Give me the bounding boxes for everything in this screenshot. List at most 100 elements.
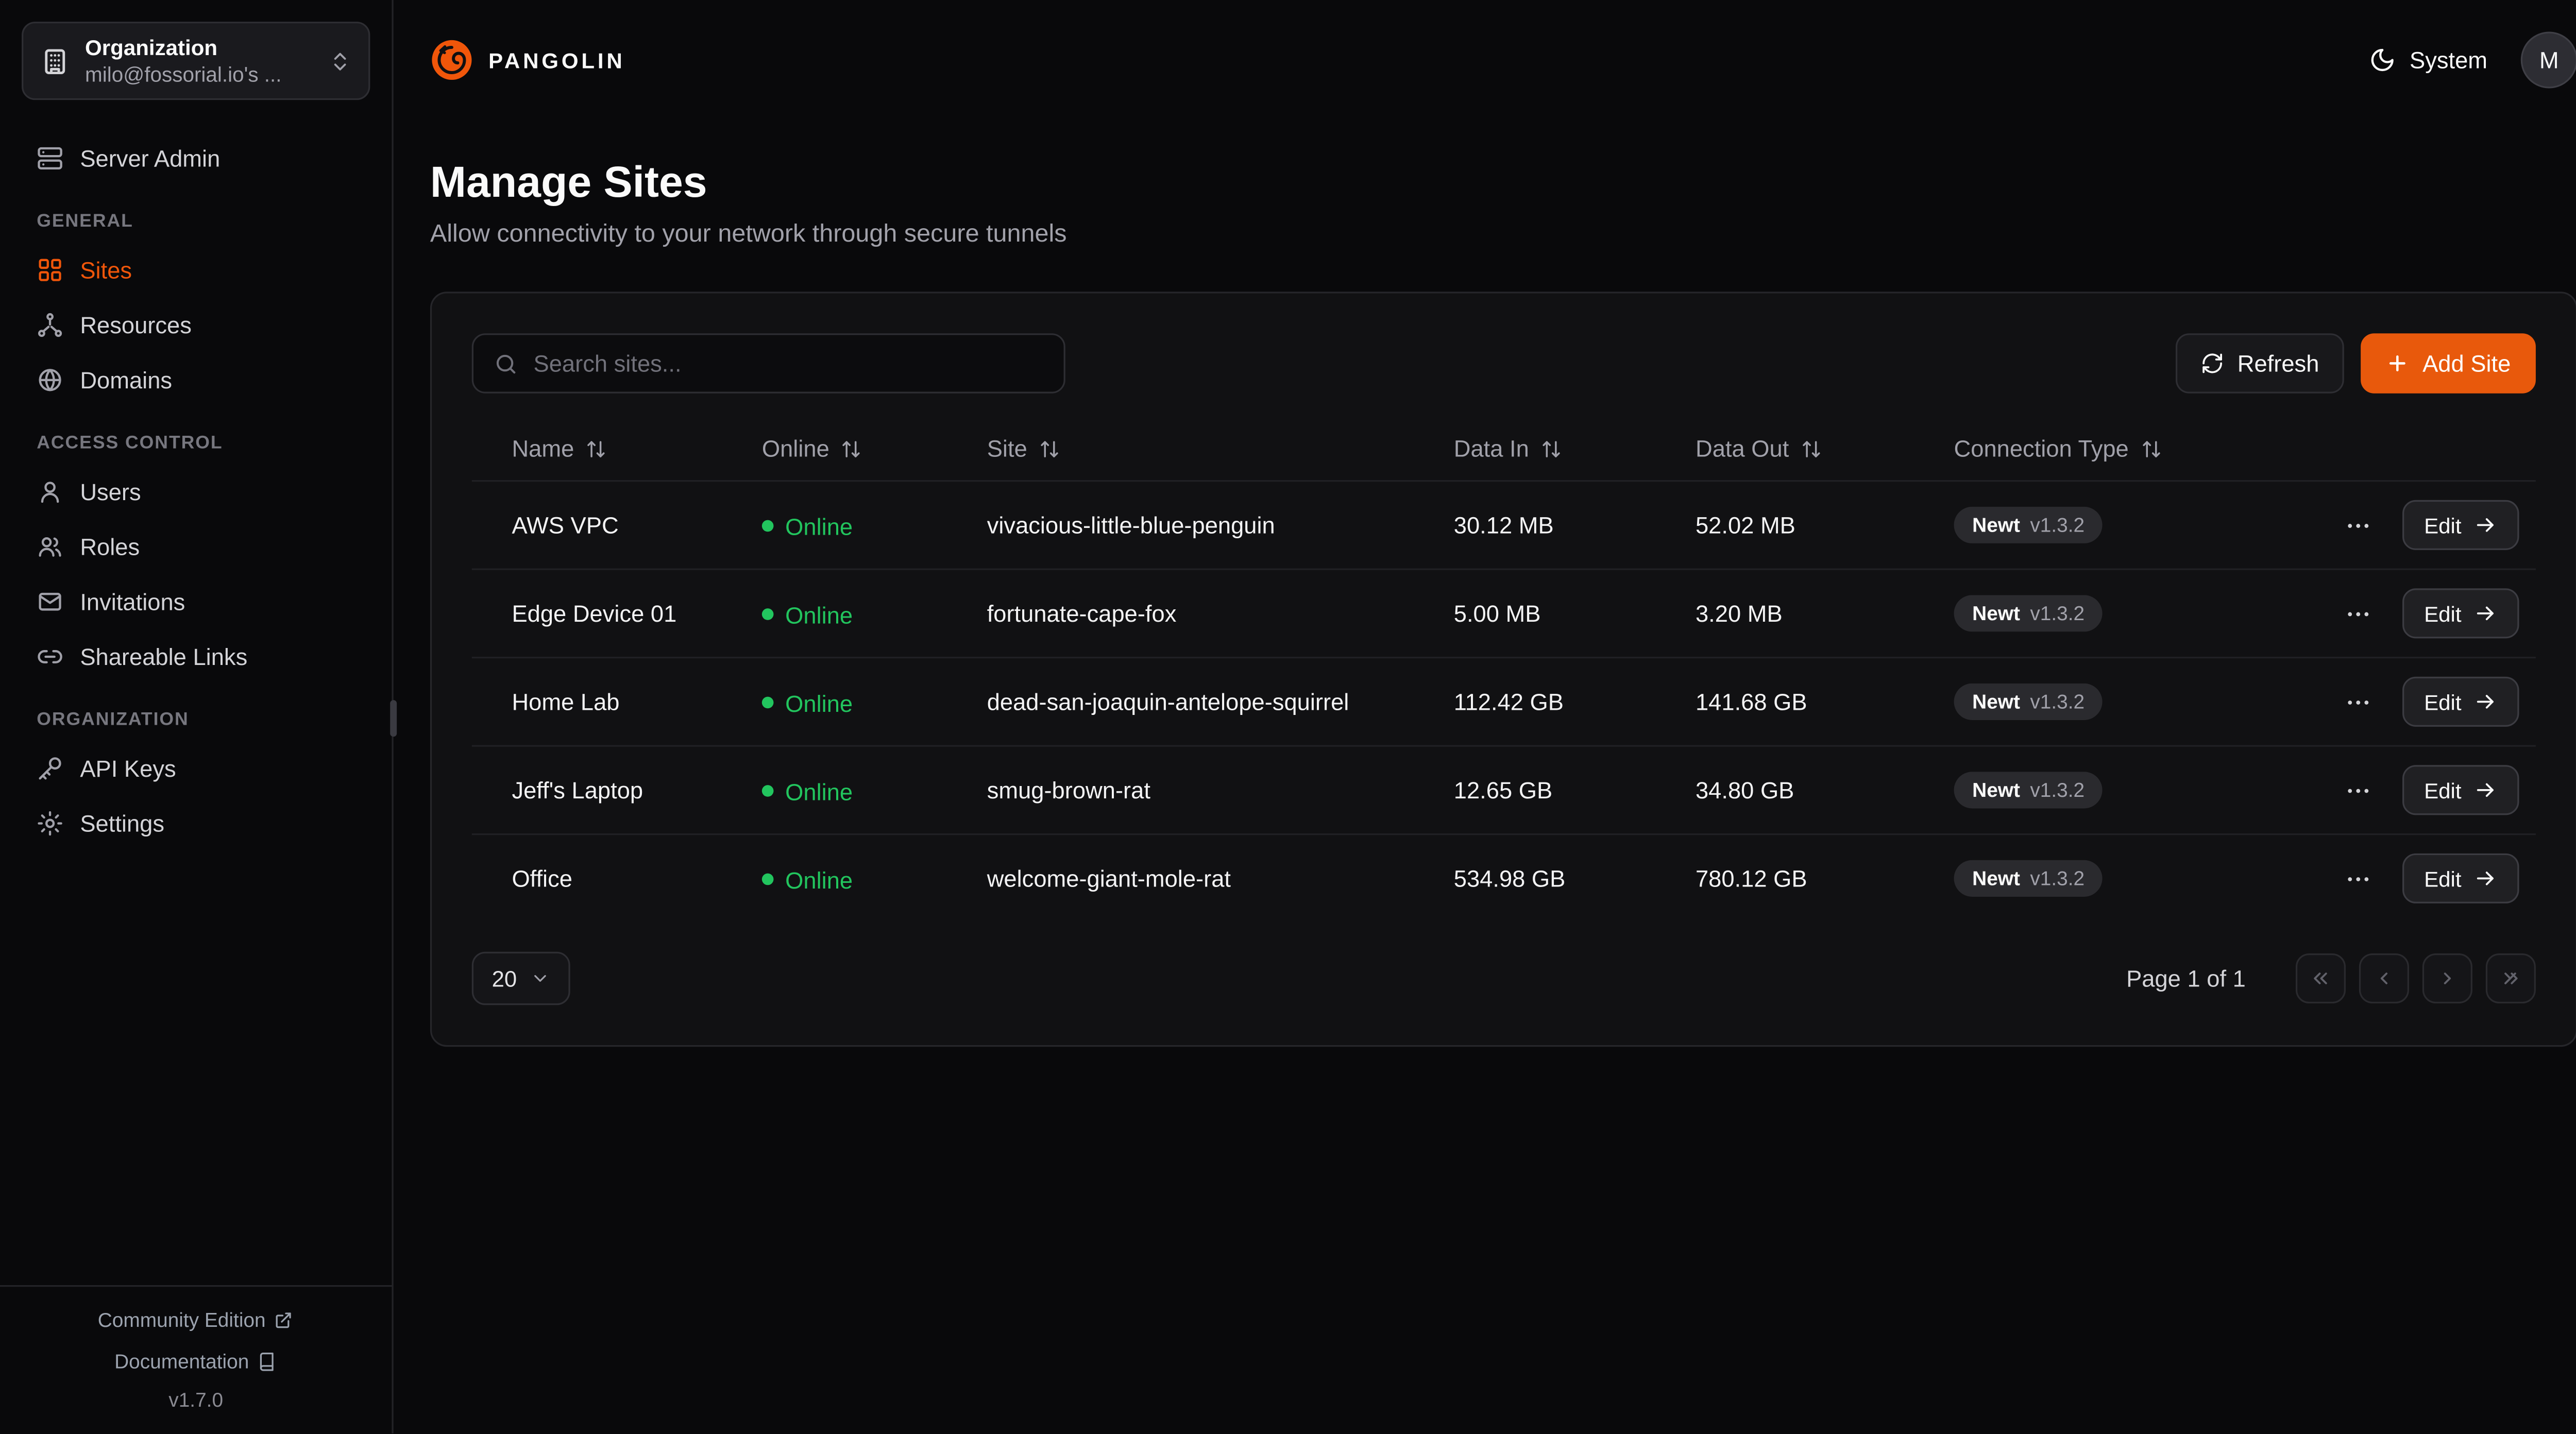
row-menu-button[interactable]	[2337, 592, 2379, 634]
last-page-button[interactable]	[2485, 953, 2536, 1004]
sidebar-item-label: Sites	[80, 257, 132, 284]
page-size-select[interactable]: 20	[471, 951, 570, 1005]
refresh-button[interactable]: Refresh	[2176, 333, 2344, 394]
edit-button[interactable]: Edit	[2402, 500, 2520, 550]
page-header: Manage Sites Allow connectivity to your …	[430, 157, 2576, 248]
status-badge: Online	[761, 690, 853, 716]
sidebar-item-api-keys[interactable]: API Keys	[22, 742, 370, 795]
documentation-link[interactable]: Documentation	[114, 1350, 277, 1373]
resources-icon	[37, 312, 63, 338]
community-edition-label: Community Edition	[97, 1308, 266, 1332]
chevrons-right-icon	[2499, 967, 2522, 990]
edit-button[interactable]: Edit	[2402, 588, 2520, 639]
site-slug: fortunate-cape-fox	[987, 600, 1177, 627]
sort-icon	[586, 437, 607, 459]
sort-by-connection-type[interactable]: Connection Type	[1954, 435, 2162, 462]
edit-button[interactable]: Edit	[2402, 853, 2520, 903]
previous-page-button[interactable]	[2359, 953, 2409, 1004]
table-row: Home Lab Online dead-san-joaquin-antelop…	[471, 656, 2536, 745]
sidebar-item-users[interactable]: Users	[22, 465, 370, 519]
connection-type-badge: Newt v1.3.2	[1954, 683, 2103, 720]
brand[interactable]: PANGOLIN	[430, 38, 625, 81]
plus-icon	[2386, 352, 2409, 375]
search-icon	[494, 351, 519, 376]
server-icon	[37, 145, 63, 172]
chevron-right-icon	[2436, 967, 2459, 990]
sidebar-item-label: Domains	[80, 366, 173, 394]
table-row: AWS VPC Online vivacious-little-blue-pen…	[471, 480, 2536, 569]
online-dot-icon	[761, 608, 774, 621]
page-size-value: 20	[492, 966, 517, 991]
row-menu-button[interactable]	[2337, 681, 2379, 723]
org-title: Organization	[85, 35, 218, 60]
topbar: PANGOLIN System M	[430, 0, 2576, 120]
ellipsis-icon	[2344, 776, 2372, 804]
table-row: Office Online welcome-giant-mole-rat 534…	[471, 833, 2536, 922]
avatar[interactable]: M	[2520, 31, 2576, 89]
sort-by-online[interactable]: Online	[762, 435, 863, 462]
avatar-initial: M	[2539, 46, 2559, 74]
chevron-down-icon	[530, 968, 550, 988]
ellipsis-icon	[2344, 511, 2372, 539]
sidebar-footer: Community Edition Documentation v1.7.0	[0, 1285, 392, 1433]
table-body: AWS VPC Online vivacious-little-blue-pen…	[471, 480, 2536, 922]
search-box	[471, 333, 1065, 394]
chevron-left-icon	[2372, 967, 2396, 990]
sort-icon	[1039, 437, 1060, 459]
edit-button[interactable]: Edit	[2402, 765, 2520, 815]
sort-by-name[interactable]: Name	[512, 435, 607, 462]
data-in-value: 5.00 MB	[1453, 600, 1541, 627]
sidebar-item-label: Users	[80, 478, 141, 505]
site-slug: dead-san-joaquin-antelope-squirrel	[987, 688, 1349, 715]
key-icon	[37, 755, 63, 782]
documentation-label: Documentation	[114, 1350, 249, 1374]
sidebar-item-roles[interactable]: Roles	[22, 520, 370, 574]
row-menu-button[interactable]	[2337, 769, 2379, 811]
column-header-data-in: Data In	[1453, 435, 1529, 462]
edit-button[interactable]: Edit	[2402, 676, 2520, 727]
sidebar-item-shareable-links[interactable]: Shareable Links	[22, 630, 370, 684]
page-indicator: Page 1 of 1	[2126, 965, 2246, 992]
org-selector[interactable]: Organization milo@fossorial.io's ...	[22, 22, 370, 100]
sidebar-item-label: Server Admin	[80, 145, 221, 172]
arrow-right-icon	[2475, 867, 2498, 890]
data-in-value: 12.65 GB	[1453, 776, 1553, 804]
row-menu-button[interactable]	[2337, 504, 2379, 546]
sidebar-resize-handle[interactable]	[390, 700, 397, 737]
data-in-value: 30.12 MB	[1453, 511, 1554, 539]
connection-type-badge: Newt v1.3.2	[1954, 772, 2103, 809]
gear-icon	[37, 810, 63, 837]
search-input[interactable]	[533, 350, 1044, 377]
column-header-data-out: Data Out	[1695, 435, 1789, 462]
org-account: milo@fossorial.io's ...	[85, 63, 282, 87]
add-site-button[interactable]: Add Site	[2361, 333, 2536, 394]
ellipsis-icon	[2344, 688, 2372, 716]
first-page-button[interactable]	[2295, 953, 2346, 1004]
sort-by-site[interactable]: Site	[987, 435, 1061, 462]
sidebar-item-label: Resources	[80, 312, 192, 338]
status-badge: Online	[761, 601, 853, 628]
sort-by-data-out[interactable]: Data Out	[1696, 435, 1822, 462]
sites-icon	[37, 257, 63, 283]
sidebar-item-resources[interactable]: Resources	[22, 298, 370, 352]
theme-toggle-button[interactable]: System	[2369, 47, 2487, 73]
sidebar-item-settings[interactable]: Settings	[22, 797, 370, 850]
column-header-site: Site	[987, 435, 1027, 462]
sidebar-item-label: Invitations	[80, 588, 185, 616]
data-out-value: 780.12 GB	[1695, 865, 1807, 892]
sidebar-item-server-admin[interactable]: Server Admin	[22, 132, 370, 185]
sort-icon	[1540, 437, 1562, 459]
users-icon	[37, 534, 63, 560]
sidebar-item-sites[interactable]: Sites	[22, 243, 370, 297]
next-page-button[interactable]	[2422, 953, 2472, 1004]
data-out-value: 3.20 MB	[1695, 600, 1783, 627]
sidebar-item-label: Shareable Links	[80, 643, 248, 670]
sidebar-item-domains[interactable]: Domains	[22, 353, 370, 407]
sidebar-item-invitations[interactable]: Invitations	[22, 575, 370, 628]
community-edition-link[interactable]: Community Edition	[97, 1308, 294, 1332]
book-icon	[258, 1352, 278, 1372]
connection-type-badge: Newt v1.3.2	[1954, 595, 2103, 632]
sort-by-data-in[interactable]: Data In	[1454, 435, 1563, 462]
row-menu-button[interactable]	[2337, 858, 2379, 899]
